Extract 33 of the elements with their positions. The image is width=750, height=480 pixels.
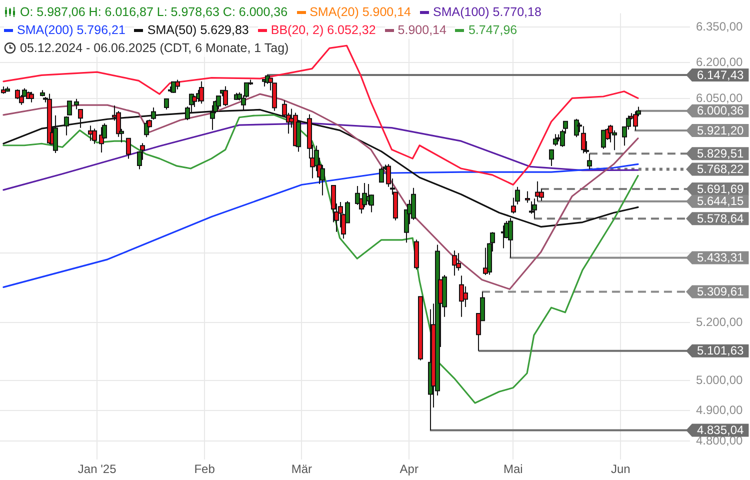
legend-label: 5.900,14	[398, 22, 446, 39]
x-tick-label: Mai	[503, 462, 523, 476]
y-tick-label: 4.900,00	[696, 402, 744, 417]
x-tick-label: Jun	[610, 462, 630, 476]
annotation: SMA(20) 5.900,14	[310, 4, 412, 21]
y-tick-label: 6.050,00	[696, 91, 744, 105]
ref-line-label: 5.691,69	[697, 182, 744, 196]
legend-label: SMA(50) 5.629,83	[147, 22, 249, 39]
ref-line-label: 5.578,64	[697, 211, 744, 226]
x-tick-label: Apr	[400, 462, 418, 476]
x-tick-label: Feb	[194, 462, 216, 476]
ref-line-label: 5.101,63	[697, 344, 744, 358]
text: 05.12.2024 - 06.06.2025 (CDT, 6 Monate, 1 Tag)	[20, 40, 289, 57]
y-tick-label: 6.350,00	[696, 19, 744, 34]
ref-line-label: 6.147,43	[697, 68, 744, 82]
ref-line-label: 5.768,22	[697, 162, 744, 176]
y-tick-label: 5.200,00	[696, 314, 744, 329]
y-tick-label: 6.200,00	[696, 54, 744, 69]
legend-label: SMA(100) 5.770,18	[433, 4, 542, 21]
legend-label: SMA(200) 5.796,21	[17, 22, 126, 39]
x-tick-label: Mär	[291, 462, 312, 476]
ref-line-label: 5.433,31	[697, 250, 744, 265]
chart-title: O: 5.987,06 H: 6.016,87 L: 5.978,63 C: 6.000,36	[20, 4, 288, 21]
ref-line-label: 6.000,36	[697, 104, 744, 118]
ref-line-label: 4.835,04	[697, 423, 744, 438]
ref-line-label: 5.309,61	[697, 284, 744, 299]
ref-line-label: 5.644,15	[697, 194, 744, 208]
ref-line-label: 5.921,20	[697, 123, 744, 138]
y-tick-label: 5.000,00	[696, 372, 744, 387]
x-tick-label: Jan '25	[78, 462, 117, 476]
legend-label: BB(20, 2) 6.052,32	[270, 22, 376, 39]
legend-label: 5.747,96	[468, 22, 518, 39]
ref-line-label: 5.829,51	[697, 146, 744, 160]
